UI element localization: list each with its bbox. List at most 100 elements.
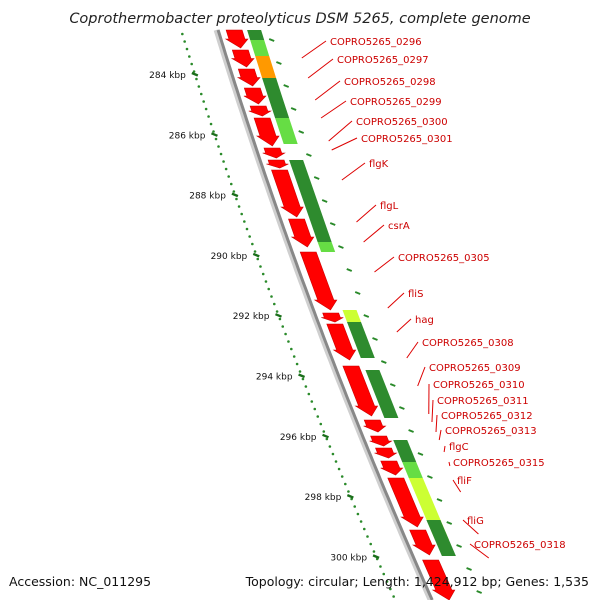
tick-dot: [227, 175, 230, 178]
tick-dot: [372, 550, 376, 553]
leader-line: [301, 40, 327, 59]
outer-tick: [389, 383, 396, 387]
tick-dot: [192, 70, 196, 73]
leader-line: [363, 224, 385, 243]
tick-dot: [325, 437, 329, 441]
tick-dot: [362, 527, 366, 531]
outer-tick: [329, 222, 336, 226]
conservation-block: [342, 310, 361, 322]
kbp-labels: 284 kbp 286 kbp 288 kbp 290 kbp 292 kbp 294 k…: [149, 71, 367, 563]
tick-dot: [229, 182, 233, 186]
outer-tick: [290, 107, 297, 111]
kbp-label: 290 kbp: [211, 252, 248, 262]
conservation-block: [426, 520, 456, 556]
outer-tick: [436, 498, 443, 502]
tick-dot: [313, 407, 317, 411]
gene-label: flgC: [449, 442, 469, 453]
tick-dot: [359, 520, 363, 523]
cds-arrow: [288, 218, 315, 248]
leader-line: [443, 445, 446, 453]
tick-dot: [237, 205, 241, 208]
cds-arrow: [369, 435, 393, 447]
outer-tick: [476, 590, 483, 594]
outer-tick: [298, 130, 305, 134]
tick-dot: [240, 212, 243, 216]
gene-label: COPRO5265_0297: [337, 55, 429, 66]
conservation-block: [275, 118, 298, 144]
gene-label: COPRO5265_0315: [453, 458, 545, 469]
conservation-block: [255, 56, 277, 78]
tick-dot: [199, 92, 203, 96]
tick-dot: [275, 310, 279, 313]
kbp-label: 296 kbp: [280, 433, 317, 443]
accession-text: Accession: NC_011295: [9, 574, 151, 589]
tick-dot: [181, 32, 184, 36]
tick-dot: [295, 362, 299, 366]
leader-line: [314, 80, 341, 101]
tick-dot: [188, 55, 191, 58]
tick-dot: [316, 415, 320, 418]
tick-dot: [301, 377, 305, 381]
tick-dot: [209, 122, 213, 126]
backbone-shadow: [213, 29, 433, 600]
conservation-block: [250, 40, 270, 56]
tick-dot: [214, 137, 218, 141]
gene-label: COPRO5265_0309: [429, 363, 521, 374]
tick-dot-track: [181, 32, 395, 598]
gene-label: COPRO5265_0305: [398, 253, 490, 264]
cds-arrow: [374, 447, 398, 459]
tick-dot: [369, 542, 373, 546]
outer-tick: [321, 199, 328, 203]
tick-dot: [356, 512, 360, 516]
tick-dot: [310, 400, 314, 403]
tick-dot: [185, 47, 189, 51]
kbp-tick: [322, 433, 329, 439]
outer-tick: [363, 314, 370, 318]
tick-dot: [212, 130, 215, 133]
cds-arrow: [243, 87, 267, 105]
tick-dot: [366, 535, 369, 538]
tick-dot: [195, 77, 198, 81]
backbone-line: [216, 29, 434, 600]
cds-arrow: [387, 477, 424, 528]
tick-dot: [353, 505, 357, 508]
tick-dot: [207, 115, 210, 118]
tick-dot: [264, 280, 268, 283]
tick-dot: [202, 100, 205, 103]
genome-stats-text: Topology: circular; Length: 1,424,912 bp…: [245, 574, 589, 589]
gene-label: fliG: [467, 516, 484, 527]
tick-dot: [197, 85, 201, 88]
tick-dot: [259, 265, 262, 268]
gene-label: COPRO5265_0313: [445, 426, 537, 437]
conservation-block: [365, 370, 399, 418]
leader-line: [435, 414, 438, 433]
leader-line: [448, 461, 451, 467]
cds-arrow: [342, 365, 379, 417]
cds-arrow: [266, 159, 289, 169]
kbp-label: 300 kbp: [330, 553, 367, 563]
cds-arrow: [363, 419, 387, 433]
outer-tick: [417, 452, 424, 456]
conservation-block: [347, 322, 375, 358]
tick-dot: [224, 167, 228, 171]
kbp-label: 292 kbp: [233, 312, 270, 322]
cds-arrow: [253, 117, 280, 147]
tick-dot: [183, 40, 186, 43]
tick-dot: [298, 370, 302, 373]
backbone-track: [213, 29, 434, 600]
kbp-tick: [231, 192, 239, 198]
leader-lines: [301, 40, 490, 559]
gene-label: COPRO5265_0299: [350, 97, 442, 108]
tick-dot: [379, 565, 382, 568]
kbp-label: 298 kbp: [305, 493, 342, 503]
tick-dot: [385, 580, 389, 583]
gene-label: COPRO5265_0296: [330, 37, 422, 48]
tick-dot: [278, 317, 282, 321]
tick-dot: [261, 272, 265, 276]
tick-dot: [243, 220, 246, 223]
gene-label: COPRO5265_0301: [361, 134, 453, 145]
cds-arrow: [422, 559, 456, 600]
leader-line: [374, 256, 395, 273]
gene-label: flgL: [380, 201, 399, 212]
